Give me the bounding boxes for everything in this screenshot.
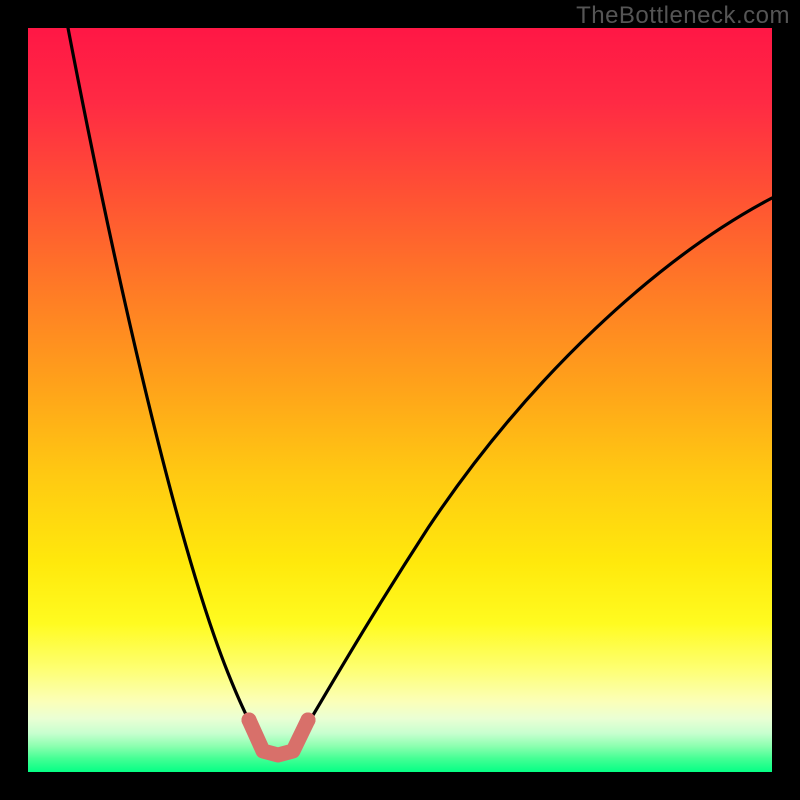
watermark-text: TheBottleneck.com [576,2,790,30]
valley-marker-dot-left [242,713,257,728]
right-curve [298,198,772,740]
curves-layer [28,28,772,772]
valley-marker-path [249,720,308,755]
valley-marker-dot-right [301,713,316,728]
left-curve [68,28,260,740]
plot-area [28,28,772,772]
